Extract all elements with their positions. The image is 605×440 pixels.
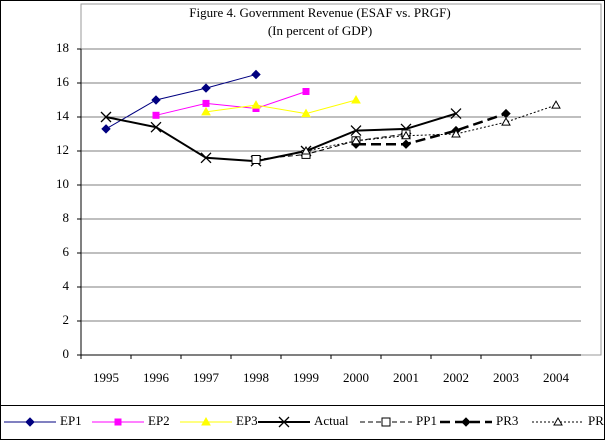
- marker: [251, 69, 261, 80]
- x-tick-label: 1996: [143, 370, 170, 385]
- marker: [451, 128, 461, 138]
- legend-label: PR3: [496, 413, 518, 428]
- y-tick-label: 6: [63, 244, 70, 259]
- marker: [301, 108, 311, 118]
- x-tick-label: 2000: [343, 370, 369, 385]
- series-line: [205, 99, 357, 115]
- y-tick-label: 4: [63, 278, 70, 293]
- marker: [350, 125, 362, 137]
- legend-label: EP3: [236, 413, 258, 428]
- legend-label: Actual: [314, 413, 349, 428]
- legend-marker: [114, 418, 122, 426]
- y-tick-label: 10: [56, 176, 69, 191]
- marker: [351, 135, 361, 145]
- legend-marker: [381, 417, 391, 427]
- x-tick-label: 1998: [243, 370, 269, 385]
- marker: [151, 95, 161, 105]
- marker: [251, 100, 261, 109]
- marker: [200, 152, 212, 164]
- marker: [251, 155, 261, 164]
- legend-label: EP1: [60, 413, 82, 428]
- marker: [202, 99, 210, 107]
- marker: [302, 88, 310, 95]
- x-tick-label: 2002: [443, 370, 469, 385]
- series-line: [255, 133, 407, 160]
- series-line: [105, 112, 457, 163]
- marker: [401, 139, 411, 149]
- marker: [301, 145, 311, 155]
- legend-marker: [553, 416, 563, 426]
- series-line: [155, 91, 307, 116]
- marker: [351, 94, 361, 104]
- marker: [450, 108, 462, 120]
- y-tick-label: 16: [56, 74, 70, 89]
- marker: [551, 100, 561, 109]
- legend-label: PP1: [416, 413, 437, 428]
- marker: [100, 111, 112, 123]
- y-tick-label: 2: [63, 312, 70, 327]
- y-tick-label: 12: [56, 142, 69, 157]
- x-tick-label: 2004: [543, 370, 570, 385]
- marker: [201, 83, 211, 93]
- x-tick-label: 1999: [293, 370, 319, 385]
- x-tick-label: 1995: [93, 370, 119, 385]
- x-tick-label: 2003: [493, 370, 519, 385]
- chart-subtitle: (In percent of GDP): [268, 23, 372, 38]
- marker: [150, 121, 162, 133]
- series-line: [105, 74, 257, 130]
- chart-title: Figure 4. Government Revenue (ESAF vs. P…: [189, 5, 450, 20]
- legend-label: PR4: [588, 413, 605, 428]
- x-tick-label: 1997: [193, 370, 220, 385]
- y-tick-label: 14: [56, 108, 70, 123]
- marker: [201, 106, 211, 116]
- legend-marker: [461, 417, 471, 427]
- series-line: [356, 112, 507, 146]
- y-tick-label: 0: [63, 346, 70, 361]
- marker: [401, 130, 411, 140]
- legend-marker: [25, 417, 35, 427]
- legend-marker: [278, 416, 290, 428]
- legend-label: EP2: [148, 413, 170, 428]
- marker: [152, 111, 160, 119]
- y-tick-label: 18: [56, 40, 69, 55]
- legend-marker: [201, 416, 211, 426]
- y-tick-label: 8: [63, 210, 70, 225]
- x-tick-label: 2001: [393, 370, 419, 385]
- marker: [101, 124, 111, 134]
- marker: [501, 117, 511, 126]
